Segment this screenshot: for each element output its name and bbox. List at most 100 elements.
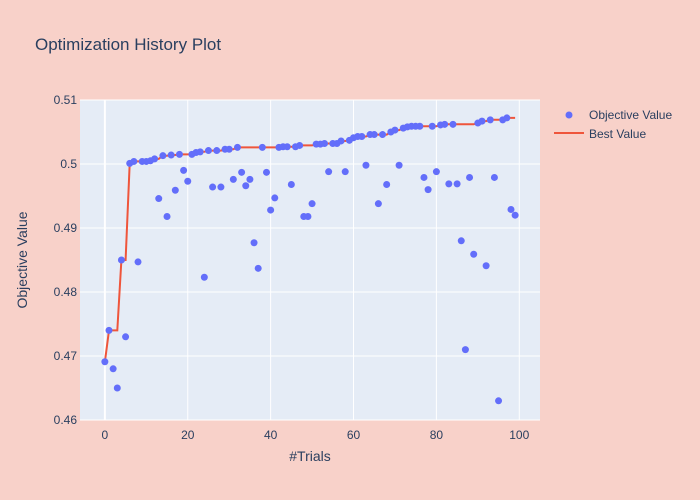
objective-point[interactable]: [242, 182, 250, 190]
y-tick-label: 0.48: [54, 285, 78, 299]
objective-point[interactable]: [117, 256, 125, 264]
x-axis-label: #Trials: [289, 448, 331, 464]
objective-point[interactable]: [167, 151, 175, 159]
objective-point[interactable]: [225, 145, 233, 153]
objective-point[interactable]: [495, 397, 503, 405]
objective-point[interactable]: [478, 117, 486, 125]
objective-point[interactable]: [424, 186, 432, 194]
x-tick-label: 80: [430, 428, 444, 442]
objective-point[interactable]: [196, 148, 204, 156]
objective-point[interactable]: [163, 212, 171, 220]
objective-point[interactable]: [341, 168, 349, 176]
legend-label-objective: Objective Value: [589, 108, 672, 122]
objective-point[interactable]: [134, 258, 142, 266]
y-axis-ticks: 0.46 0.47 0.48 0.49 0.5 0.51: [54, 93, 78, 427]
objective-point[interactable]: [254, 264, 262, 272]
objective-point[interactable]: [283, 143, 291, 151]
objective-point[interactable]: [109, 365, 117, 373]
objective-point[interactable]: [250, 239, 258, 247]
objective-point[interactable]: [321, 140, 329, 148]
objective-point[interactable]: [246, 175, 254, 183]
legend-item-objective[interactable]: Objective Value: [565, 108, 673, 122]
y-tick-label: 0.5: [60, 157, 77, 171]
objective-point[interactable]: [258, 143, 266, 151]
objective-point[interactable]: [428, 122, 436, 130]
x-tick-label: 20: [181, 428, 195, 442]
objective-point[interactable]: [482, 262, 490, 270]
objective-point[interactable]: [180, 166, 188, 174]
objective-point[interactable]: [461, 346, 469, 354]
y-tick-label: 0.46: [54, 413, 78, 427]
objective-point[interactable]: [238, 168, 246, 176]
objective-point[interactable]: [229, 175, 237, 183]
legend-marker-objective: [565, 111, 573, 119]
objective-point[interactable]: [113, 384, 121, 392]
objective-point[interactable]: [379, 131, 387, 139]
x-tick-label: 60: [347, 428, 361, 442]
objective-point[interactable]: [151, 155, 159, 163]
objective-point[interactable]: [122, 333, 130, 341]
objective-point[interactable]: [217, 183, 225, 191]
chart-title: Optimization History Plot: [35, 35, 221, 54]
objective-point[interactable]: [416, 122, 424, 130]
objective-point[interactable]: [184, 177, 192, 185]
objective-point[interactable]: [262, 168, 270, 176]
y-tick-label: 0.49: [54, 221, 78, 235]
objective-point[interactable]: [490, 173, 498, 181]
objective-point[interactable]: [337, 137, 345, 145]
objective-point[interactable]: [391, 126, 399, 134]
objective-point[interactable]: [304, 212, 312, 220]
objective-point[interactable]: [204, 147, 212, 155]
objective-point[interactable]: [466, 173, 474, 181]
objective-point[interactable]: [507, 205, 515, 213]
objective-point[interactable]: [441, 120, 449, 128]
objective-point[interactable]: [362, 161, 370, 169]
objective-point[interactable]: [155, 195, 163, 203]
x-tick-label: 0: [102, 428, 109, 442]
objective-point[interactable]: [374, 200, 382, 208]
objective-point[interactable]: [308, 200, 316, 208]
objective-point[interactable]: [395, 161, 403, 169]
objective-point[interactable]: [213, 147, 221, 155]
objective-point[interactable]: [486, 116, 494, 124]
objective-point[interactable]: [470, 250, 478, 258]
objective-point[interactable]: [449, 120, 457, 128]
objective-point[interactable]: [130, 157, 138, 165]
objective-point[interactable]: [233, 143, 241, 151]
objective-point[interactable]: [159, 152, 167, 160]
objective-point[interactable]: [105, 326, 113, 334]
y-tick-label: 0.51: [54, 93, 78, 107]
x-tick-label: 100: [509, 428, 529, 442]
objective-point[interactable]: [383, 180, 391, 188]
objective-point[interactable]: [325, 168, 333, 176]
gridlines: [80, 99, 540, 421]
objective-point[interactable]: [503, 114, 511, 122]
legend-item-best[interactable]: Best Value: [554, 127, 646, 141]
objective-point[interactable]: [370, 131, 378, 139]
objective-point[interactable]: [445, 180, 453, 188]
objective-point[interactable]: [171, 186, 179, 194]
legend: Objective Value Best Value: [554, 108, 672, 141]
objective-point[interactable]: [175, 150, 183, 158]
objective-point[interactable]: [420, 173, 428, 181]
y-tick-label: 0.47: [54, 349, 78, 363]
objective-point[interactable]: [432, 168, 440, 176]
objective-point[interactable]: [453, 180, 461, 188]
objective-point[interactable]: [209, 183, 217, 191]
objective-point[interactable]: [511, 211, 519, 219]
objective-point[interactable]: [101, 358, 109, 366]
y-axis-label: Objective Value: [14, 211, 30, 308]
x-tick-label: 40: [264, 428, 278, 442]
objective-point[interactable]: [271, 194, 279, 202]
objective-point[interactable]: [200, 273, 208, 281]
legend-label-best: Best Value: [589, 127, 646, 141]
objective-point[interactable]: [358, 132, 366, 140]
objective-point[interactable]: [457, 237, 465, 245]
objective-value-points: [101, 114, 519, 405]
objective-point[interactable]: [267, 206, 275, 214]
x-axis-ticks: 0 20 40 60 80 100: [102, 428, 530, 442]
objective-point[interactable]: [287, 180, 295, 188]
plot-area[interactable]: [80, 100, 540, 420]
objective-point[interactable]: [296, 141, 304, 149]
